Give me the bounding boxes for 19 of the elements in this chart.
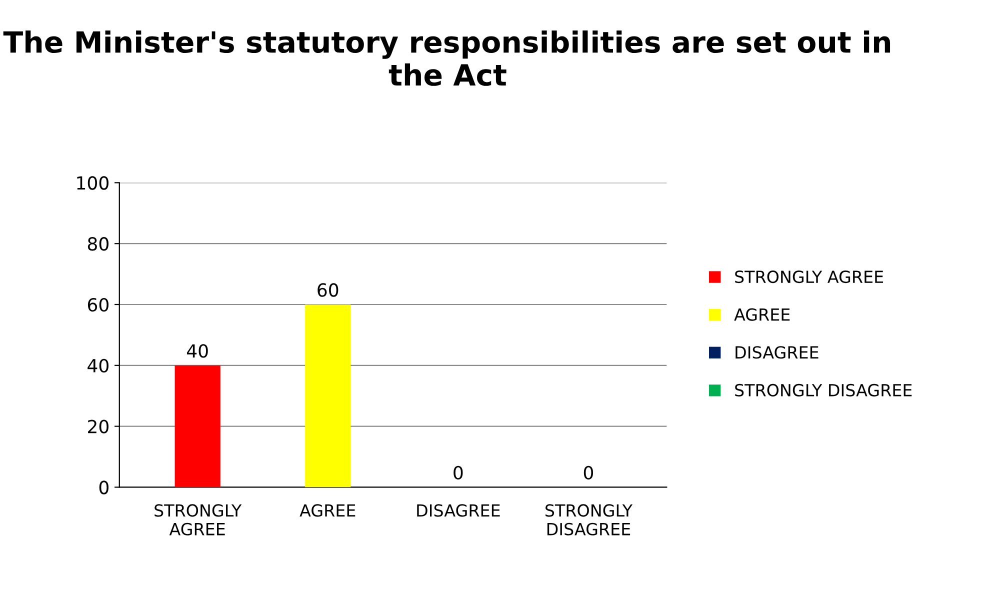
legend-label: STRONGLY DISAGREE [735, 384, 912, 396]
data-label: 0 [454, 466, 463, 480]
data-label: 40 [186, 344, 208, 358]
x-tick-label: DISAGREE [417, 504, 500, 517]
y-tick-label: 40 [88, 358, 108, 373]
y-tick-label: 80 [88, 237, 108, 251]
legend-label: DISAGREE [736, 346, 818, 359]
y-tick-label: 60 [88, 298, 108, 312]
x-tick-label: STRONGLY AGREE [154, 504, 242, 536]
legend-label: STRONGLY AGREE [735, 270, 884, 284]
x-tick-label: AGREE [300, 504, 356, 517]
x-tick-label: STRONGLY DISAGREE [546, 504, 633, 536]
data-label: 60 [318, 283, 338, 297]
y-tick-label: 0 [99, 480, 108, 494]
chart-title: The Minister's statutory responsibilities are set out in the Act [3, 30, 890, 86]
y-tick-label: 100 [77, 176, 108, 190]
legend-label: AGREE [734, 308, 790, 321]
y-tick-label: 20 [88, 420, 108, 434]
data-label: 0 [584, 466, 594, 480]
